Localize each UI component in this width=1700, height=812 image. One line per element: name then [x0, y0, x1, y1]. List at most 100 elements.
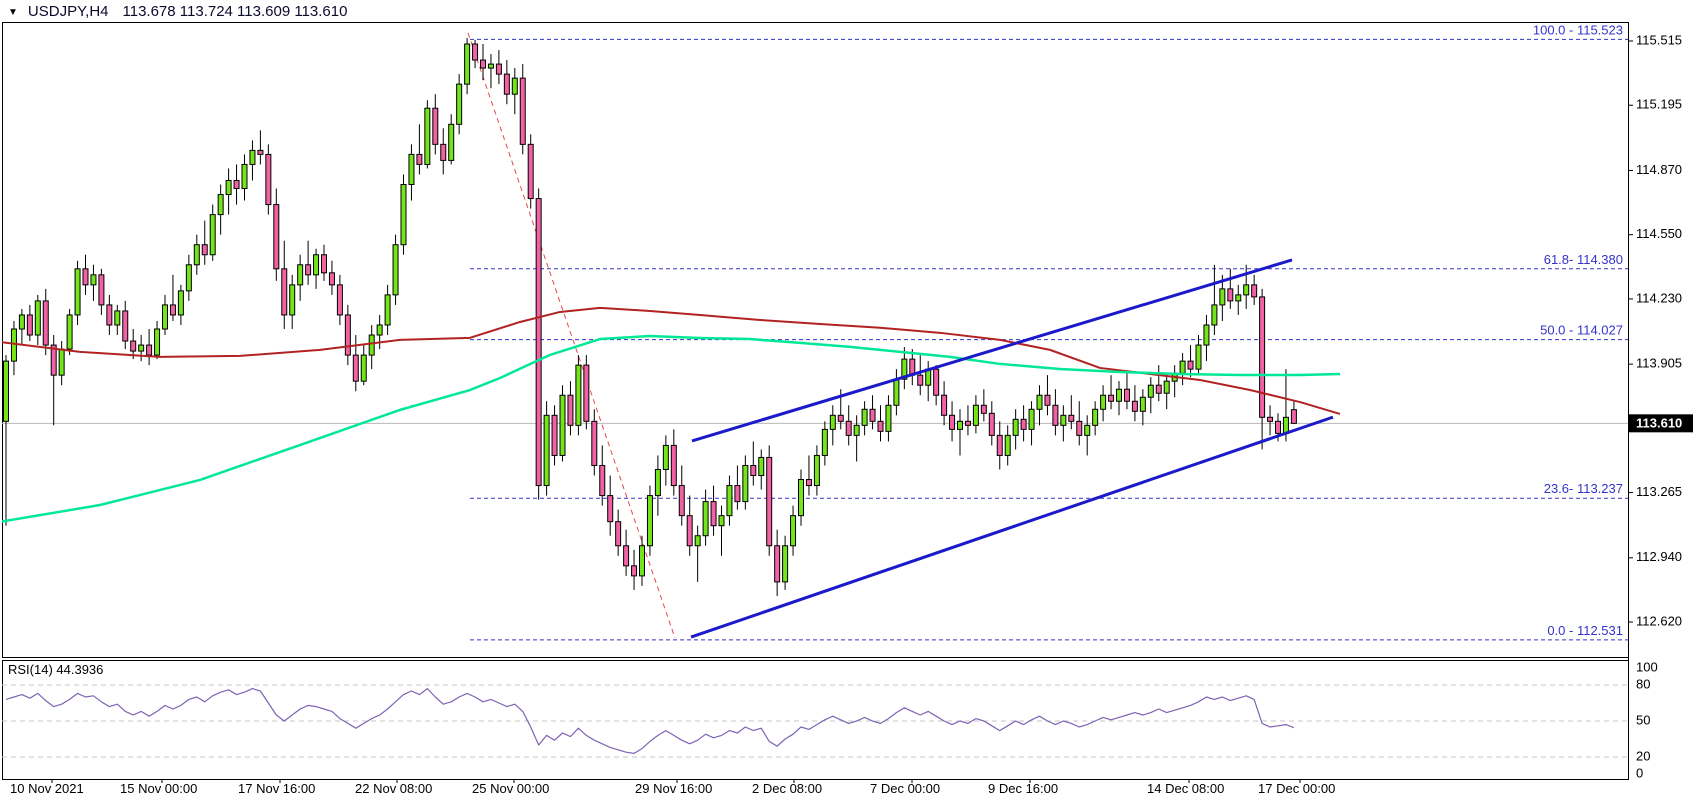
candle-bull [1163, 380, 1170, 394]
rsi-axis: 100 80 50 20 0 [1636, 659, 1658, 780]
price-tick-label: 112.940 [1636, 549, 1682, 564]
candle-bear [1068, 414, 1075, 422]
candle-bull [726, 485, 733, 517]
candle-bear [106, 304, 113, 326]
date-tick-label: 2 Dec 08:00 [752, 781, 822, 796]
candle-bear [607, 495, 614, 523]
candle-bear [82, 268, 89, 286]
current-price-badge-label: 113.610 [1636, 415, 1682, 430]
rsi-tick-label: 20 [1636, 748, 1650, 763]
candle-bear [519, 77, 526, 145]
candle-bull [1219, 288, 1226, 306]
candle-bear [42, 300, 49, 346]
candle-bull [893, 378, 900, 406]
candle-bull [821, 428, 828, 456]
candle-bull [1036, 394, 1043, 410]
chart-title: ▼ USDJPY,H4 113.678 113.724 113.609 113.61… [8, 3, 347, 20]
price-axis[interactable]: 115.515 115.195 114.870 114.550 114.230 113.9… [1628, 22, 1693, 779]
candle-bear [281, 268, 288, 316]
candle-bear [130, 340, 137, 352]
rsi-line[interactable] [5, 687, 1295, 755]
ma-slow-red-line[interactable] [0, 306, 1341, 415]
candle-bull [360, 354, 367, 382]
candle-bear [1076, 420, 1083, 436]
candle-bear [257, 149, 264, 155]
candle-bull [861, 408, 868, 426]
candle-bull [575, 364, 582, 426]
date-tick-label: 9 Dec 16:00 [988, 781, 1058, 796]
candle-bull [313, 254, 320, 276]
date-tick-label: 14 Dec 08:00 [1147, 781, 1224, 796]
candle-bull [376, 324, 383, 336]
candle-bear [710, 501, 717, 527]
candle-bull [702, 501, 709, 537]
candle-bull [225, 179, 232, 196]
current-price-badge [1629, 414, 1693, 433]
candle-bull [1282, 416, 1289, 434]
candle-bull [18, 314, 25, 330]
candle-bull [1100, 394, 1107, 410]
candles-layer [3, 37, 1297, 596]
trendline-channel-lower[interactable] [690, 415, 1334, 639]
candle-bull [90, 274, 97, 286]
candle-bull [1084, 424, 1091, 436]
candle-bear [480, 59, 486, 69]
date-tick-label: 7 Dec 00:00 [870, 781, 940, 796]
candle-bull [217, 194, 224, 216]
candle-bull [1092, 408, 1099, 426]
rsi-panel-area[interactable] [2, 684, 1628, 758]
candle-bull [782, 545, 789, 583]
candle-bull [185, 264, 192, 292]
candle-bear [1155, 384, 1162, 394]
candle-bear [766, 456, 773, 547]
candle-bear [686, 515, 693, 547]
rsi-tick-label: 100 [1636, 659, 1658, 674]
fib-level-label: 100.0 - 115.523 [1533, 22, 1623, 37]
candle-bull [177, 290, 184, 316]
candle-bull [957, 420, 963, 430]
candle-bear [631, 565, 638, 577]
candle-bear [591, 420, 598, 466]
candle-bear [805, 479, 812, 487]
trendline-channel-upper[interactable] [691, 258, 1293, 443]
candle-bull [1243, 284, 1250, 296]
symbol-dropdown-icon[interactable]: ▼ [8, 7, 18, 18]
candle-bull [289, 284, 296, 316]
fibonacci-retracement[interactable]: 100.0 - 115.523 61.8- 114.380 50.0 - 114.0… [467, 22, 1628, 641]
symbol-period-label: USDJPY,H4 [27, 3, 109, 20]
price-tick-label: 114.230 [1636, 290, 1682, 305]
candle-bull [241, 163, 248, 190]
candle-bear [1020, 418, 1027, 430]
fib-level-label: 50.0 - 114.027 [1540, 323, 1623, 338]
rsi-tick-label: 80 [1636, 676, 1650, 691]
date-tick-label: 22 Nov 08:00 [355, 781, 432, 796]
candle-bear [233, 179, 240, 190]
candle-bear [321, 254, 327, 274]
candle-bear [344, 314, 351, 356]
candle-bear [1108, 394, 1115, 402]
candle-bear [1290, 409, 1297, 424]
price-tick-label: 113.265 [1636, 484, 1682, 499]
main-chart-area[interactable]: 100.0 - 115.523 61.8- 114.380 50.0 - 114.0… [0, 22, 1628, 641]
candle-bear [440, 143, 447, 161]
candle-bear [305, 264, 312, 276]
candle-bull [853, 424, 860, 436]
time-axis[interactable]: 10 Nov 2021 15 Nov 00:00 17 Nov 16:00 22 No… [10, 779, 1335, 796]
price-tick-label: 115.195 [1636, 97, 1682, 112]
candle-bear [50, 344, 57, 376]
candle-bear [964, 420, 971, 426]
candle-bull [758, 456, 765, 477]
date-tick-label: 15 Nov 00:00 [120, 781, 197, 796]
ma-fast-green-line[interactable] [0, 334, 1341, 523]
fib-diagonal-line[interactable] [467, 32, 676, 639]
price-tick-label: 114.550 [1636, 226, 1682, 241]
date-tick-label: 25 Nov 00:00 [472, 781, 549, 796]
candle-bear [1251, 284, 1258, 298]
candle-bull [368, 334, 375, 356]
candle-bear [599, 464, 606, 497]
rsi-tick-label: 50 [1636, 712, 1650, 727]
candle-bull [424, 107, 431, 165]
candle-bull [1028, 408, 1035, 430]
